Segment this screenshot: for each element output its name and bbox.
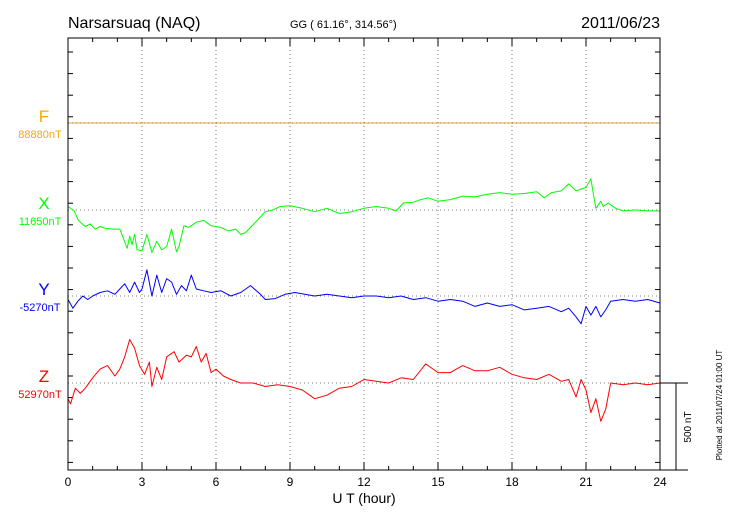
- series-x-line: [67, 178, 660, 254]
- date-label: 2011/06/23: [581, 15, 660, 32]
- x-tick-label: 24: [653, 475, 667, 489]
- series-y-baseline: -5270nT: [20, 302, 61, 314]
- series-y-name: Y: [38, 280, 49, 299]
- series-labels: F 88880nT X 11650nT Y -5270nT Z 52970nT: [18, 107, 62, 401]
- station-title: Narsarsuaq (NAQ): [68, 15, 200, 32]
- x-tick-label: 12: [357, 475, 371, 489]
- x-tick-label: 9: [287, 475, 294, 489]
- scale-bar: 500 nT: [660, 382, 694, 471]
- x-tick-label: 0: [65, 475, 72, 489]
- plot-frame: [67, 37, 661, 471]
- x-tick-label: 3: [139, 475, 146, 489]
- series-z-baseline: 52970nT: [18, 389, 62, 401]
- x-tick-label: 18: [505, 475, 519, 489]
- series-layer: [67, 122, 661, 422]
- scale-bar-label: 500 nT: [683, 411, 694, 442]
- series-y-line: [67, 269, 661, 325]
- x-tick-label: 21: [579, 475, 593, 489]
- x-tick-label: 6: [213, 475, 220, 489]
- series-x-name: X: [38, 194, 49, 213]
- series-z-name: Z: [39, 367, 49, 386]
- x-tick-label: 15: [431, 475, 445, 489]
- grid-lines: [68, 38, 660, 470]
- series-x-baseline: 11650nT: [19, 216, 62, 228]
- x-axis-label: U T (hour): [332, 490, 395, 506]
- series-z-line: [67, 339, 661, 422]
- x-tick-labels: 0 3 6 9 12 15 18 21 24: [65, 475, 667, 489]
- axis-ticks: [67, 38, 661, 470]
- plotted-at-label: Plotted at 2011/07/24 01:00 UT: [715, 350, 724, 461]
- coordinates-label: GG ( 61.16°, 314.56°): [290, 19, 397, 31]
- series-f-name: F: [39, 107, 49, 126]
- series-f-baseline: 88880nT: [18, 129, 62, 141]
